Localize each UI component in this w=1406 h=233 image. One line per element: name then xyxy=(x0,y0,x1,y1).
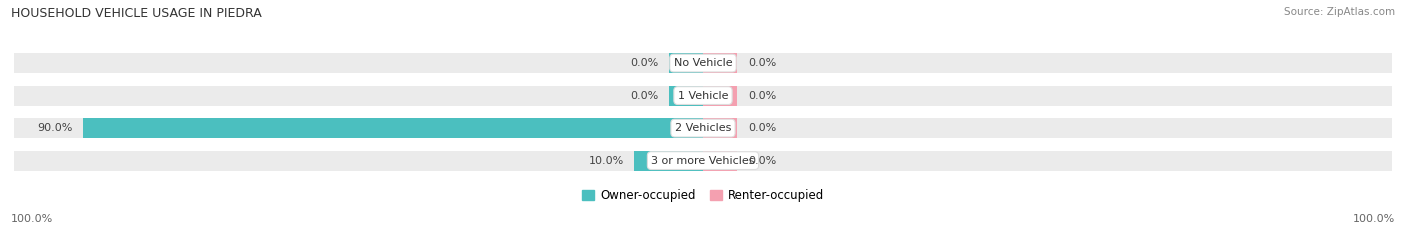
Text: 100.0%: 100.0% xyxy=(1353,214,1395,224)
Text: HOUSEHOLD VEHICLE USAGE IN PIEDRA: HOUSEHOLD VEHICLE USAGE IN PIEDRA xyxy=(11,7,262,20)
Text: Source: ZipAtlas.com: Source: ZipAtlas.com xyxy=(1284,7,1395,17)
Bar xyxy=(669,53,703,73)
Bar xyxy=(14,118,1392,138)
Text: 2 Vehicles: 2 Vehicles xyxy=(675,123,731,133)
Legend: Owner-occupied, Renter-occupied: Owner-occupied, Renter-occupied xyxy=(578,184,828,207)
Text: 100.0%: 100.0% xyxy=(11,214,53,224)
Text: 1 Vehicle: 1 Vehicle xyxy=(678,91,728,101)
Bar xyxy=(83,118,703,138)
Bar xyxy=(634,151,703,171)
Text: 0.0%: 0.0% xyxy=(748,91,776,101)
Bar xyxy=(14,86,1392,106)
Text: 3 or more Vehicles: 3 or more Vehicles xyxy=(651,156,755,166)
Bar xyxy=(703,151,738,171)
Bar xyxy=(703,53,738,73)
Text: 0.0%: 0.0% xyxy=(630,91,658,101)
Bar xyxy=(669,86,703,106)
Text: No Vehicle: No Vehicle xyxy=(673,58,733,68)
Bar xyxy=(14,151,1392,171)
Text: 10.0%: 10.0% xyxy=(589,156,624,166)
Bar xyxy=(703,86,738,106)
Text: 0.0%: 0.0% xyxy=(630,58,658,68)
Bar xyxy=(703,118,738,138)
Text: 0.0%: 0.0% xyxy=(748,156,776,166)
Text: 0.0%: 0.0% xyxy=(748,123,776,133)
Text: 90.0%: 90.0% xyxy=(37,123,73,133)
Text: 0.0%: 0.0% xyxy=(748,58,776,68)
Bar xyxy=(14,53,1392,73)
